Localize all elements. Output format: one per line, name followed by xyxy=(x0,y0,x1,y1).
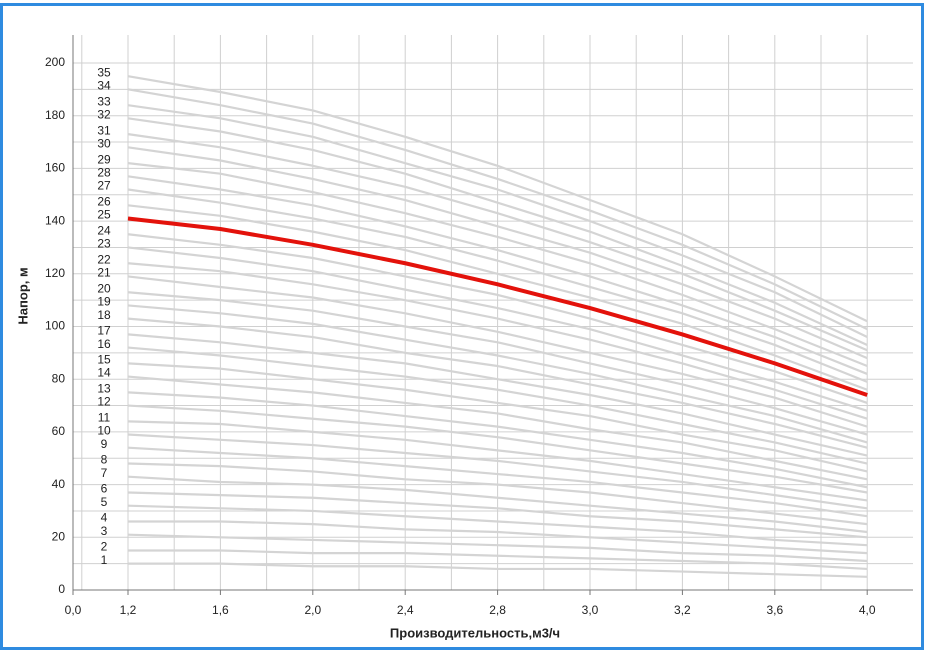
curve xyxy=(127,446,868,518)
curve xyxy=(127,404,868,494)
series-label: 28 xyxy=(97,165,111,179)
frame xyxy=(0,3,924,650)
curve xyxy=(127,175,868,375)
series-label: 35 xyxy=(97,65,111,79)
curve xyxy=(127,117,868,346)
series-label: 32 xyxy=(97,108,111,122)
x-tick-label: 2,0 xyxy=(304,603,321,617)
series-label: 22 xyxy=(97,252,111,266)
x-axis-label: Производительность,м3/ч xyxy=(390,625,560,640)
series-label: 18 xyxy=(97,308,111,322)
series-label: 27 xyxy=(97,179,111,193)
curve xyxy=(127,333,868,457)
x-tick-label: 3,6 xyxy=(766,603,783,617)
series-label: 10 xyxy=(97,424,111,438)
curve xyxy=(127,262,868,420)
series-label: 24 xyxy=(97,223,111,237)
curve xyxy=(127,104,868,339)
x-tick-label: 1,2 xyxy=(120,603,137,617)
series-label: 2 xyxy=(101,540,108,554)
y-tick-label: 20 xyxy=(52,529,66,543)
series-label: 21 xyxy=(97,266,111,280)
x-tick-label: 1,6 xyxy=(212,603,229,617)
curve xyxy=(127,433,868,510)
series-label: 23 xyxy=(97,237,111,251)
curve xyxy=(128,562,868,578)
curve xyxy=(128,549,868,571)
y-tick-label: 180 xyxy=(45,108,65,122)
y-tick-label: 0 xyxy=(58,582,65,596)
curve xyxy=(128,520,868,555)
curve xyxy=(127,317,868,449)
series-label: 4 xyxy=(101,511,108,525)
series-label: 6 xyxy=(101,482,108,496)
y-tick-label: 80 xyxy=(52,371,66,385)
curve xyxy=(127,362,868,473)
x-tick-label: 0,0 xyxy=(65,603,82,617)
curve xyxy=(127,346,868,465)
series-label: 33 xyxy=(97,94,111,108)
y-tick-label: 160 xyxy=(45,161,65,175)
curve xyxy=(127,133,868,352)
series-label: 16 xyxy=(97,337,111,351)
series-label: 15 xyxy=(97,353,111,367)
series-label: 11 xyxy=(98,411,111,425)
curve xyxy=(127,75,868,323)
curve xyxy=(127,391,868,489)
curve xyxy=(127,275,868,428)
curve xyxy=(127,246,868,412)
series-label: 1 xyxy=(101,553,108,567)
curve xyxy=(127,304,868,444)
x-tick-label: 3,0 xyxy=(582,603,599,617)
curve xyxy=(127,475,868,534)
curve xyxy=(127,491,868,539)
curve xyxy=(127,291,868,436)
y-tick-label: 40 xyxy=(52,477,66,491)
curve xyxy=(127,375,868,481)
series-label: 7 xyxy=(101,466,108,480)
curve xyxy=(127,420,868,502)
series-label: 20 xyxy=(97,281,111,295)
x-tick-label: 2,8 xyxy=(489,603,506,617)
curve xyxy=(127,216,868,397)
x-tick-label: 4,0 xyxy=(859,603,876,617)
series-label: 17 xyxy=(97,324,111,338)
series-label: 26 xyxy=(97,194,111,208)
series-label: 25 xyxy=(97,208,111,222)
series-label: 34 xyxy=(97,79,111,93)
curve xyxy=(127,204,868,391)
y-tick-label: 140 xyxy=(45,213,65,227)
curve xyxy=(127,188,868,383)
series-label: 19 xyxy=(97,295,111,309)
series-label: 3 xyxy=(101,524,108,538)
y-tick-label: 60 xyxy=(52,424,66,438)
series-label: 31 xyxy=(97,123,111,137)
x-tick-label: 2,4 xyxy=(397,603,414,617)
series-label: 5 xyxy=(101,495,108,509)
curve xyxy=(127,504,868,547)
x-tick-label: 3,2 xyxy=(674,603,691,617)
curve xyxy=(127,162,868,368)
y-tick-label: 120 xyxy=(45,266,65,280)
series-label: 9 xyxy=(101,437,108,451)
series-label: 29 xyxy=(97,152,111,166)
curve xyxy=(127,233,868,404)
y-tick-label: 100 xyxy=(45,319,65,333)
series-label: 30 xyxy=(97,136,111,150)
curve xyxy=(127,146,868,360)
y-axis-label: Напор, м xyxy=(15,267,30,324)
series-label: 14 xyxy=(97,366,111,380)
series-label: 8 xyxy=(101,453,108,467)
curve xyxy=(127,533,868,563)
y-tick-label: 200 xyxy=(45,55,65,69)
curve xyxy=(127,88,868,331)
series-label: 13 xyxy=(97,382,111,396)
series-label: 12 xyxy=(97,395,111,409)
curve xyxy=(127,462,868,526)
